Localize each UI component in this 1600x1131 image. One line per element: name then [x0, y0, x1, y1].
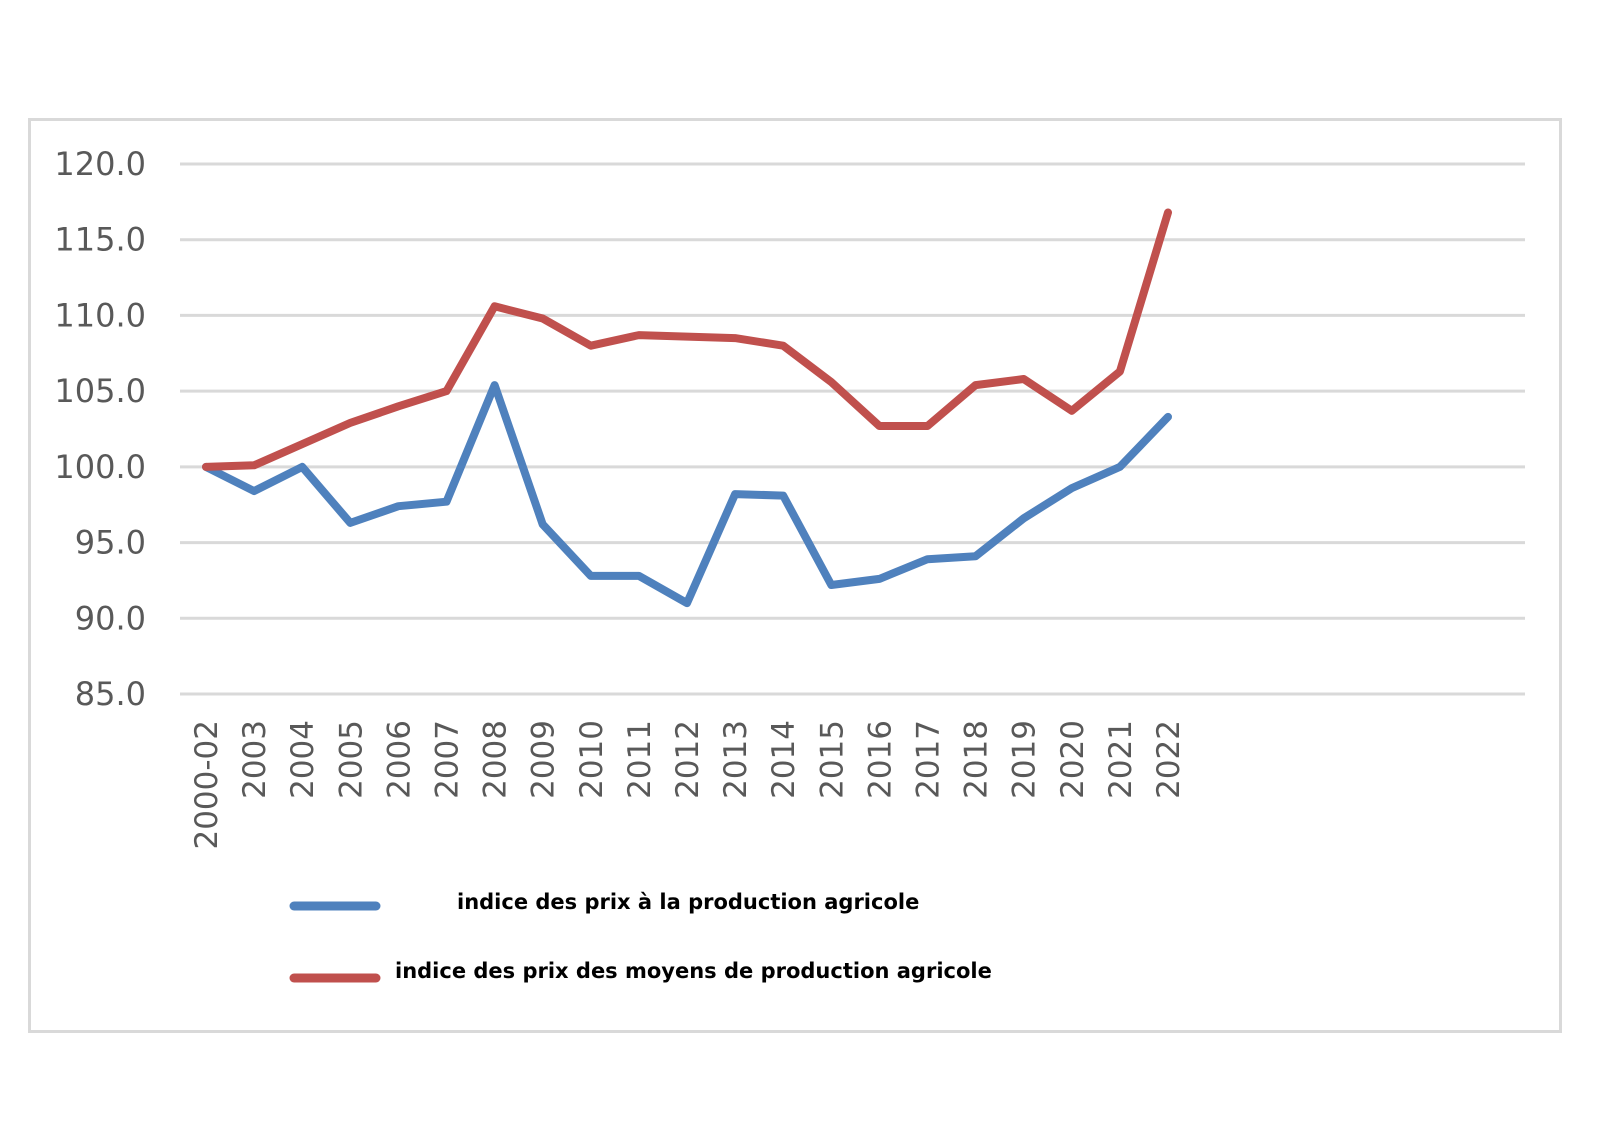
x-tick-label: 2010	[574, 720, 610, 799]
y-tick-label: 95.0	[75, 524, 146, 562]
x-axis-ticks: 2000-02 2003 2004 2005 2006 2007 2008 2009 2010 2…	[189, 720, 1187, 850]
x-tick-label: 2020	[1055, 720, 1091, 799]
x-tick-label: 2005	[333, 720, 369, 799]
gridlines	[180, 162, 1525, 696]
y-axis-ticks: 120.0 115.0 110.0 105.0 100.0 95.0 90.0 85.0	[54, 145, 146, 713]
x-tick-label: 2000-02	[189, 720, 225, 850]
legend-item-production[interactable]: indice des prix à la production agricole	[289, 890, 919, 914]
x-tick-label: 2008	[478, 720, 514, 799]
y-tick-label: 90.0	[75, 599, 146, 637]
x-tick-label: 2015	[814, 720, 850, 799]
x-tick-label: 2019	[1007, 720, 1043, 799]
x-tick-label: 2006	[381, 720, 417, 799]
y-tick-label: 115.0	[54, 221, 146, 259]
x-tick-label: 2011	[622, 720, 658, 799]
x-tick-label: 2017	[911, 720, 947, 799]
x-tick-label: 2012	[670, 720, 706, 799]
x-tick-label: 2004	[285, 720, 321, 799]
x-tick-label: 2014	[766, 720, 802, 799]
legend-label: indice des prix des moyens de production…	[395, 959, 992, 983]
y-tick-label: 120.0	[54, 145, 146, 183]
series-line-1[interactable]	[202, 208, 1172, 471]
y-tick-label: 85.0	[75, 675, 146, 713]
legend-label: indice des prix à la production agricole	[457, 890, 919, 914]
legend: indice des prix à la production agricole…	[289, 890, 992, 983]
x-tick-label: 2018	[959, 720, 995, 799]
series-line-0[interactable]	[202, 381, 1172, 608]
chart-frame	[28, 118, 1562, 1033]
x-tick-label: 2009	[526, 720, 562, 799]
x-tick-label: 2013	[718, 720, 754, 799]
y-tick-label: 110.0	[54, 296, 146, 334]
x-tick-label: 2003	[237, 720, 273, 799]
x-tick-label: 2007	[430, 720, 466, 799]
x-tick-label: 2022	[1151, 720, 1187, 799]
y-tick-label: 100.0	[54, 448, 146, 486]
y-tick-label: 105.0	[54, 372, 146, 410]
x-tick-label: 2016	[862, 720, 898, 799]
x-tick-label: 2021	[1103, 720, 1139, 799]
series-lines	[202, 208, 1172, 608]
legend-item-moyens[interactable]: indice des prix des moyens de production…	[289, 959, 992, 983]
